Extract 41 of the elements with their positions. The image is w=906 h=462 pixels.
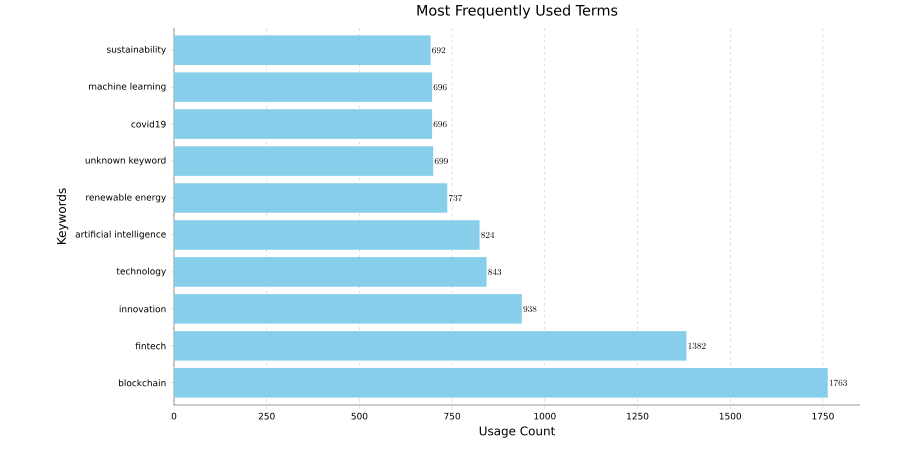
data-label: 699 [434, 158, 448, 164]
bar [174, 368, 828, 398]
x-tick-label: 500 [352, 412, 368, 420]
y-tick-label: sustainability [107, 46, 166, 55]
x-tick-label: 1500 [720, 412, 742, 420]
y-tick-label: innovation [120, 305, 166, 312]
data-label: 843 [488, 268, 502, 276]
y-tick-label: fintech [135, 342, 166, 350]
bar [174, 183, 448, 213]
x-tick-label: 1750 [812, 412, 834, 420]
bar [174, 72, 432, 102]
bar [174, 109, 432, 139]
bar [174, 331, 686, 361]
bar [174, 257, 487, 287]
data-label: 1763 [830, 380, 847, 386]
y-tick-label: renewable energy [86, 194, 166, 202]
x-tick-label: 1000 [534, 412, 556, 420]
chart-title: Most Frequently Used Terms [417, 4, 618, 18]
x-tick-label: 1250 [627, 412, 648, 420]
bar [174, 294, 522, 324]
bar [174, 35, 431, 65]
y-tick-label: unknown keyword [86, 156, 166, 166]
data-label: 824 [481, 232, 494, 238]
y-tick-label: artificial intelligence [76, 230, 166, 240]
data-label: 737 [449, 194, 462, 202]
data-label: 938 [523, 306, 536, 312]
x-axis-title: Usage Count [480, 426, 555, 438]
data-label: 692 [432, 47, 446, 54]
x-tick-label: 250 [258, 412, 275, 420]
y-tick-label: technology [116, 268, 166, 276]
data-label: 696 [434, 121, 447, 128]
bar [174, 146, 434, 176]
bar [174, 220, 480, 250]
y-axis-title: Keywords [56, 188, 68, 244]
data-label: 696 [434, 84, 447, 90]
data-label: 1382 [688, 342, 706, 349]
y-tick-label: covid19 [131, 120, 166, 128]
x-tick-label: 750 [444, 412, 460, 420]
y-tick-label: blockchain [118, 379, 166, 386]
x-tick-label: 0 [172, 412, 176, 420]
y-tick-label: machine learning [89, 82, 166, 92]
